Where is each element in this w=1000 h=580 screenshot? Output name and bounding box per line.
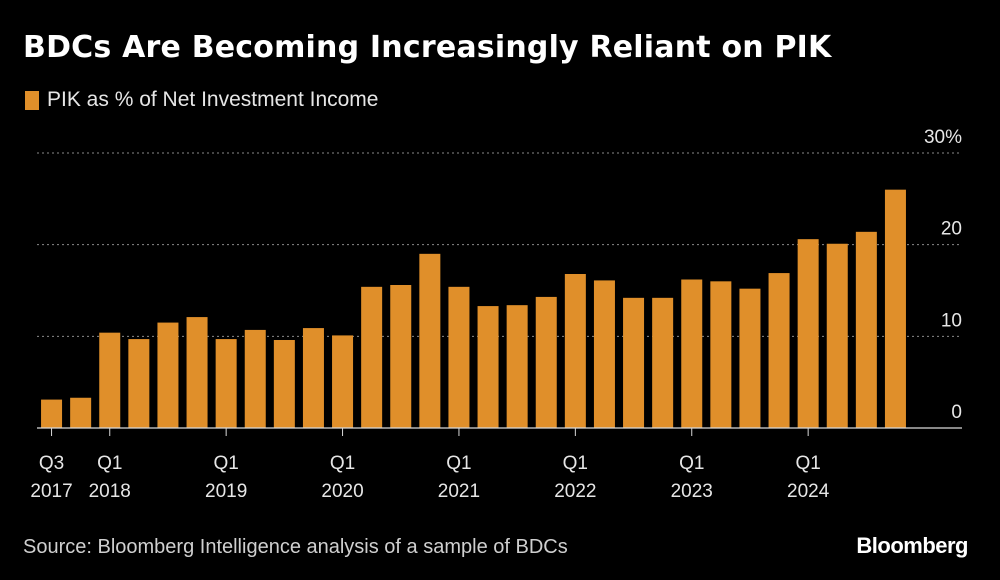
legend: PIK as % of Net Investment Income	[25, 88, 378, 112]
bar	[855, 231, 877, 428]
bar	[681, 279, 703, 428]
bar-chart: 0 10 20 30% Q3 2017 Q1 2018 Q1 2019 Q1 2020 Q1 2021 Q1…	[30, 127, 962, 502]
bar	[41, 399, 63, 428]
bar	[361, 286, 383, 428]
chart-title: BDCs Are Becoming Increasingly Reliant o…	[23, 30, 832, 65]
bar	[826, 243, 848, 428]
bar	[215, 339, 237, 428]
x-tick-label: Q1	[795, 453, 820, 474]
x-tick-label: 2021	[438, 481, 480, 502]
x-tick-label: 2019	[205, 481, 247, 502]
x-tick-label: 2023	[671, 481, 713, 502]
bar	[186, 317, 208, 428]
bar	[623, 297, 645, 428]
bar	[332, 335, 354, 428]
bar	[652, 297, 674, 428]
x-tick-label: Q1	[213, 453, 238, 474]
bar	[477, 306, 499, 428]
bar	[157, 322, 179, 428]
x-tick-label: 2018	[89, 481, 131, 502]
x-tick-label: Q1	[97, 453, 122, 474]
bar	[302, 328, 324, 428]
x-tick-label: 2024	[787, 481, 830, 502]
bar	[884, 189, 906, 428]
x-tick-label: Q1	[330, 453, 355, 474]
x-tick-label: Q1	[446, 453, 471, 474]
bar	[797, 239, 819, 428]
bar	[506, 305, 528, 428]
bar	[419, 253, 441, 428]
bar	[99, 332, 121, 428]
x-tick-label: 2020	[321, 481, 363, 502]
source-note: Source: Bloomberg Intelligence analysis …	[23, 536, 568, 558]
bar	[768, 273, 790, 428]
bar	[710, 281, 732, 428]
bar	[739, 288, 761, 428]
x-tick-label: Q3	[39, 453, 64, 474]
bar	[564, 274, 586, 428]
bar	[448, 286, 470, 428]
y-tick-label: 0	[951, 402, 962, 423]
y-tick-label: 20	[941, 219, 962, 240]
bar	[390, 285, 412, 428]
bar	[128, 339, 150, 428]
bar	[273, 340, 295, 428]
x-tick-label: Q1	[679, 453, 704, 474]
bar	[535, 296, 557, 428]
bar	[70, 397, 92, 428]
bloomberg-logo: Bloomberg	[856, 533, 968, 558]
bar	[244, 329, 266, 428]
legend-label: PIK as % of Net Investment Income	[47, 88, 379, 111]
bar	[593, 280, 615, 428]
legend-swatch	[25, 90, 39, 110]
x-tick-label: Q1	[563, 453, 588, 474]
x-tick-label: 2022	[554, 481, 596, 502]
x-tick-label: 2017	[30, 481, 72, 502]
y-tick-label: 30%	[924, 127, 962, 148]
y-tick-label: 10	[941, 310, 962, 331]
